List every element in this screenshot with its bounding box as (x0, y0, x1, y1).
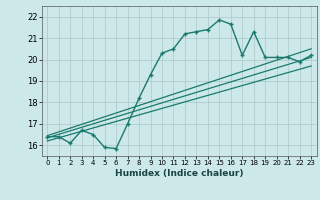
X-axis label: Humidex (Indice chaleur): Humidex (Indice chaleur) (115, 169, 244, 178)
